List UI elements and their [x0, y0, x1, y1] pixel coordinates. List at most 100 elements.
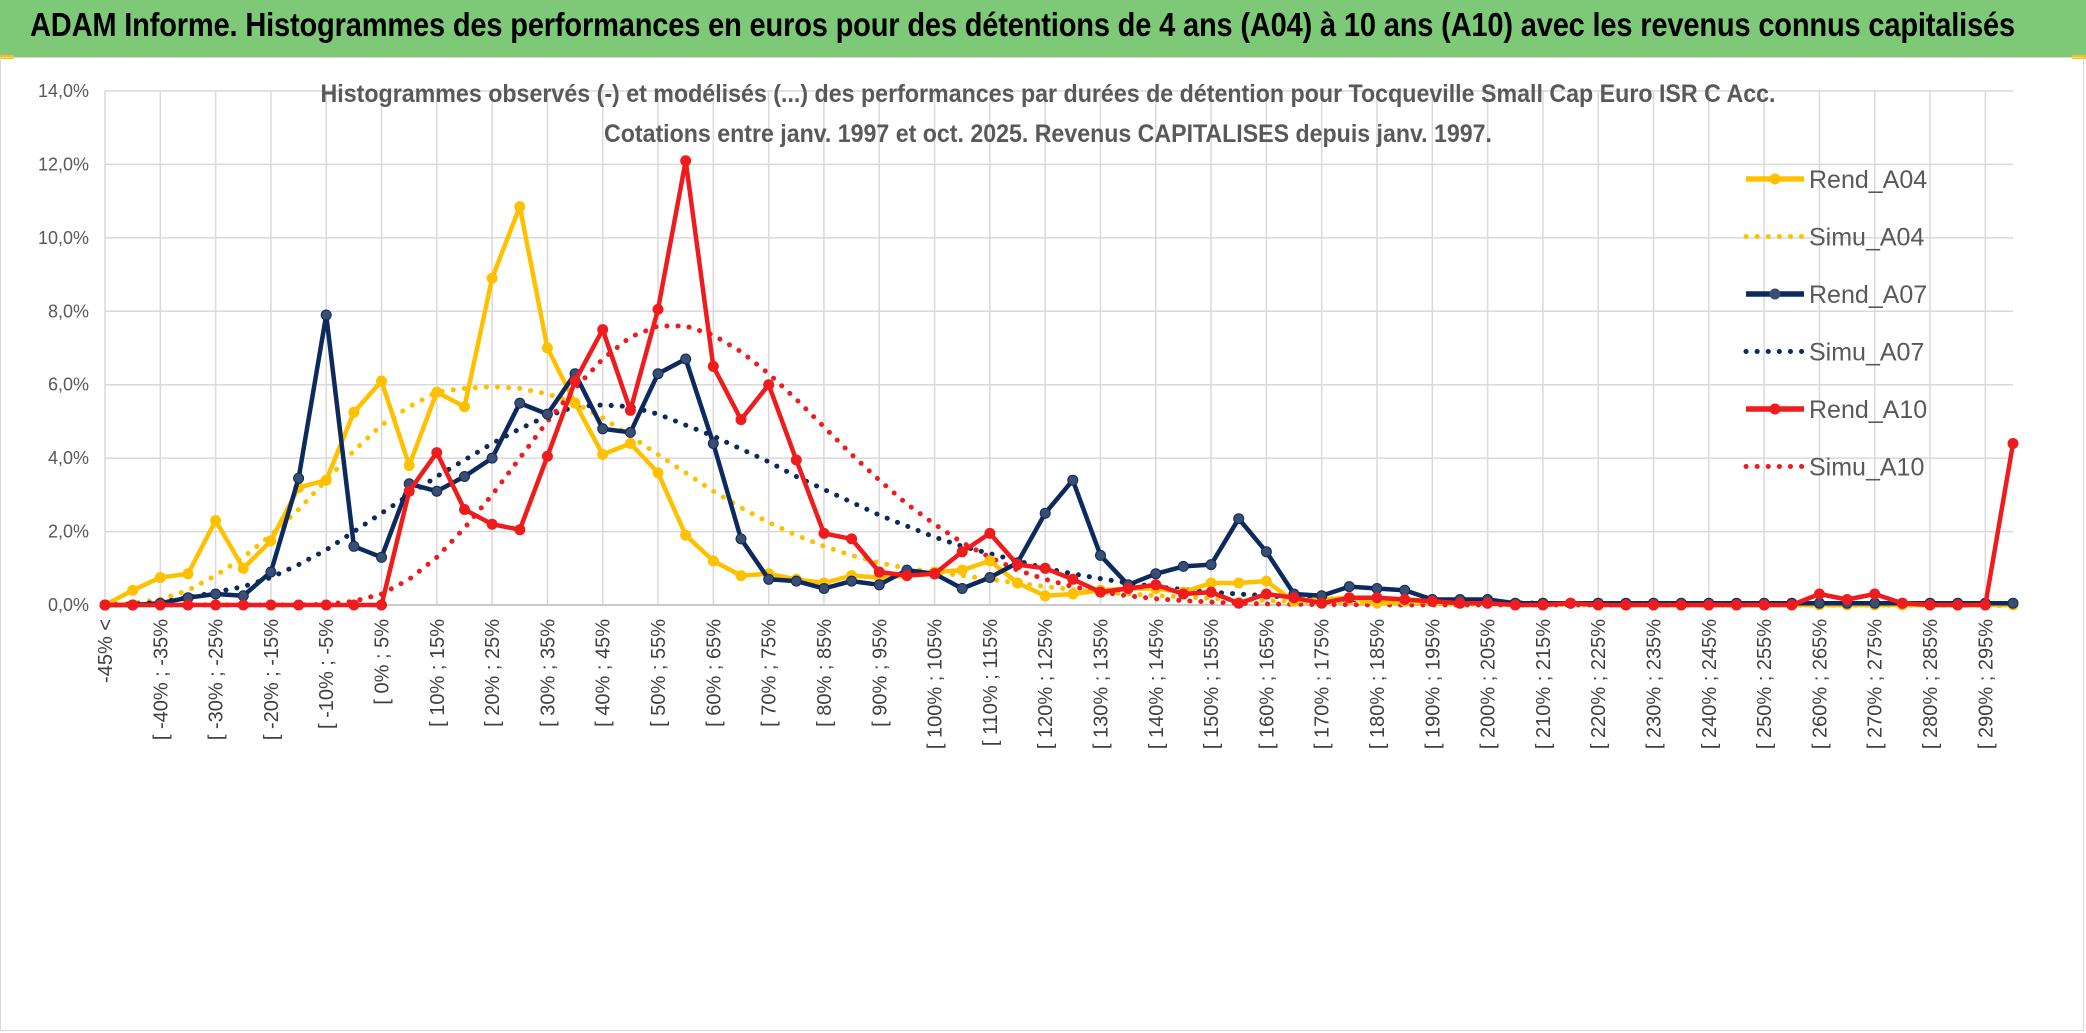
legend-label-rend-a07: Rend_A07: [1809, 281, 1927, 309]
x-tick-label: [ 260% ; 265%: [1809, 619, 1831, 749]
y-tick-label: 0,0%: [48, 595, 89, 615]
x-tick-label: [ 120% ; 125%: [1035, 619, 1057, 749]
x-tick-label: [ 130% ; 135%: [1090, 619, 1112, 749]
data-point-rend-a10: [1592, 599, 1604, 611]
y-tick-label: 2,0%: [48, 522, 89, 542]
x-tick-label: [ 230% ; 235%: [1644, 619, 1666, 749]
chart-series: [99, 155, 2019, 611]
data-point-rend-a07: [237, 590, 249, 602]
data-point-rend-a10: [1122, 583, 1134, 594]
x-tick-label: [ 50% ; 55%: [648, 619, 670, 727]
x-tick-label: [ -10% ; -5%: [316, 619, 338, 729]
data-point-rend-a10: [1509, 599, 1521, 611]
data-point-rend-a10: [1841, 594, 1853, 605]
data-point-rend-a10: [597, 324, 609, 336]
data-point-rend-a04: [680, 529, 692, 541]
data-point-rend-a10: [210, 599, 222, 611]
x-tick-label: [ 250% ; 255%: [1754, 619, 1776, 749]
report-banner: ADAM Informe. Histogrammes des performan…: [0, 0, 2086, 57]
data-point-rend-a10: [873, 566, 885, 578]
x-tick-label: [ 240% ; 245%: [1699, 619, 1721, 749]
x-tick-label: [ 210% ; 215%: [1533, 619, 1555, 749]
data-point-rend-a10: [901, 570, 913, 582]
data-point-rend-a10: [320, 599, 332, 611]
data-point-rend-a07: [514, 397, 526, 409]
y-tick-label: 4,0%: [48, 448, 89, 468]
data-point-rend-a07: [1260, 546, 1272, 558]
y-tick-label: 8,0%: [48, 301, 89, 321]
data-point-rend-a10: [984, 527, 996, 539]
data-point-rend-a10: [1177, 588, 1189, 600]
data-point-rend-a04: [348, 406, 360, 418]
data-point-rend-a10: [1233, 597, 1245, 609]
y-tick-label: 6,0%: [48, 375, 89, 395]
data-point-rend-a04: [1039, 590, 1051, 602]
data-point-rend-a10: [1731, 599, 1742, 611]
data-point-rend-a10: [1095, 586, 1106, 598]
data-point-rend-a07: [818, 583, 830, 594]
data-point-rend-a10: [514, 524, 526, 536]
y-tick-label: 12,0%: [38, 154, 89, 174]
legend-marker-rend-a10: [1769, 403, 1781, 415]
data-point-rend-a07: [348, 540, 360, 552]
data-point-rend-a10: [1067, 573, 1079, 585]
x-tick-label: [ 200% ; 205%: [1478, 619, 1500, 749]
data-point-rend-a04: [624, 438, 636, 449]
data-point-rend-a07: [1067, 474, 1079, 486]
data-point-rend-a07: [956, 583, 968, 594]
data-point-rend-a07: [1371, 583, 1383, 594]
data-point-rend-a04: [431, 386, 443, 398]
data-point-rend-a10: [1979, 599, 1991, 611]
data-point-rend-a07: [763, 573, 775, 585]
x-tick-label: [ 280% ; 285%: [1920, 619, 1942, 749]
x-tick-label: [ 10% ; 15%: [427, 619, 449, 727]
x-tick-label: [ 90% ; 95%: [869, 619, 891, 727]
x-axis-ticks: -45% < [ -40% ; -35% [ -30% ; -25% [ -20% ;…: [95, 619, 1997, 749]
x-tick-label: [ 190% ; 195%: [1422, 619, 1444, 749]
data-point-rend-a04: [1260, 575, 1272, 587]
data-point-rend-a10: [182, 599, 194, 611]
x-tick-label: [ 100% ; 105%: [925, 619, 947, 749]
data-point-rend-a10: [293, 599, 305, 611]
data-point-rend-a07: [265, 566, 277, 578]
data-point-rend-a10: [1924, 599, 1936, 611]
data-point-rend-a04: [376, 375, 387, 387]
data-point-rend-a10: [2007, 438, 2019, 449]
data-point-rend-a07: [1039, 507, 1051, 519]
data-point-rend-a10: [624, 404, 636, 416]
data-point-rend-a10: [127, 599, 139, 611]
x-tick-label: [ 40% ; 45%: [593, 619, 615, 727]
legend-label-simu-a04: Simu_A04: [1809, 224, 1924, 252]
data-point-rend-a10: [1648, 599, 1659, 611]
data-point-rend-a07: [1177, 560, 1189, 572]
data-point-rend-a10: [348, 599, 360, 611]
data-point-rend-a07: [1233, 513, 1245, 525]
data-point-rend-a07: [486, 452, 498, 464]
x-tick-label: [ 0% ; 5%: [372, 619, 394, 705]
legend-label-rend-a04: Rend_A04: [1809, 166, 1927, 194]
data-point-rend-a10: [1758, 599, 1770, 611]
data-point-rend-a07: [431, 485, 443, 497]
x-tick-label: [ 270% ; 275%: [1865, 619, 1887, 749]
data-point-rend-a04: [182, 568, 194, 580]
data-point-rend-a10: [1703, 599, 1715, 611]
chart-title: Histogrammes observés (-) et modélisés (…: [321, 80, 1776, 108]
data-point-rend-a10: [1150, 579, 1162, 591]
data-point-rend-a07: [1869, 597, 1881, 609]
data-point-rend-a04: [707, 555, 719, 567]
data-point-rend-a07: [624, 426, 636, 438]
data-point-rend-a10: [790, 454, 802, 466]
x-tick-label: [ 110% ; 115%: [980, 619, 1002, 746]
y-axis-ticks: 0,0% 2,0% 4,0% 6,0% 8,0% 10,0% 12,0% 14,0%: [38, 81, 89, 615]
data-point-rend-a07: [707, 438, 719, 449]
data-point-rend-a10: [1565, 597, 1577, 609]
chart-legend: Rend_A04 Simu_A04 Rend_A07 Simu_A07 Rend_A10…: [1743, 166, 1927, 482]
data-point-rend-a10: [1675, 599, 1687, 611]
data-point-rend-a07: [652, 368, 664, 380]
data-point-rend-a04: [210, 515, 222, 527]
x-tick-label: [ 30% ; 35%: [537, 619, 559, 727]
legend-label-simu-a07: Simu_A07: [1809, 339, 1924, 367]
data-point-rend-a07: [735, 533, 747, 545]
x-tick-label: [ 80% ; 85%: [814, 619, 836, 727]
data-point-rend-a10: [1869, 588, 1881, 600]
